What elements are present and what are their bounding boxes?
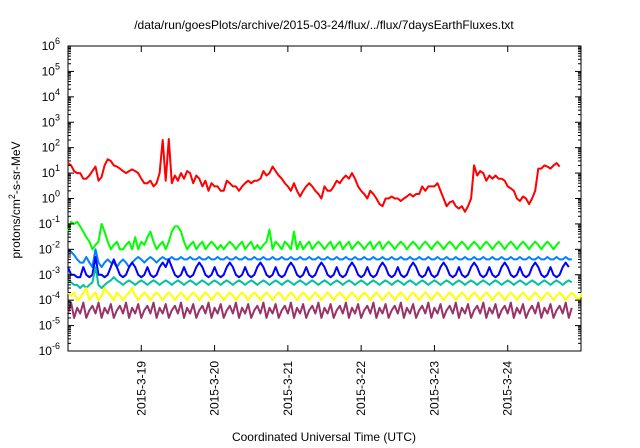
series-line-3 <box>67 248 572 269</box>
x-tick-label: 2015-3-21 <box>281 361 295 416</box>
y-tick-label: 104 <box>42 87 60 104</box>
series-line-6 <box>67 287 582 302</box>
y-tick-label: 100 <box>42 189 60 206</box>
x-axis-ticks: 2015-3-19 2015-3-20 2015-3-21 2015-3-22 2015… <box>134 46 515 416</box>
y-tick-label: 102 <box>42 138 60 155</box>
y-axis-ticks: 10-6 10-5 10-4 10-3 10-2 10-1 100 101 102 103 104 1… <box>39 36 581 358</box>
plot-area: 10-6 10-5 10-4 10-3 10-2 10-1 100 101 102 103 104 1… <box>39 36 582 416</box>
y-tick-label: 10-4 <box>39 290 60 307</box>
x-tick-label: 2015-3-22 <box>354 361 368 416</box>
series-line-2 <box>67 220 561 251</box>
series-line-7 <box>67 301 573 319</box>
y-axis-label: protons/cm2-s-sr-MeV <box>7 141 23 258</box>
y-tick-label: 103 <box>42 112 60 129</box>
y-tick-label: 101 <box>42 163 60 180</box>
series-line-5 <box>67 266 573 289</box>
y-tick-label: 10-1 <box>39 214 60 231</box>
y-axis-label-base: protons/cm <box>9 199 23 258</box>
series-line-4 <box>67 256 570 279</box>
y-tick-label: 10-6 <box>39 341 60 358</box>
x-tick-label: 2015-3-20 <box>208 361 222 416</box>
x-tick-label: 2015-3-24 <box>501 361 515 416</box>
x-tick-label: 2015-3-23 <box>427 361 441 416</box>
series-layer <box>67 138 582 319</box>
chart-title: /data/run/goesPlots/archive/2015-03-24/f… <box>134 18 514 32</box>
series-line-1 <box>67 138 561 213</box>
y-tick-label: 105 <box>42 61 60 78</box>
y-tick-label: 10-3 <box>39 265 60 282</box>
y-tick-label: 10-5 <box>39 316 60 333</box>
y-tick-label: 10-2 <box>39 239 60 256</box>
x-axis-label: Coordinated Universal Time (UTC) <box>232 430 416 444</box>
x-tick-label: 2015-3-19 <box>134 361 148 416</box>
y-axis-label-rest: -s-sr-MeV <box>9 141 23 194</box>
y-axis-label-sup: 2 <box>7 194 17 199</box>
y-tick-label: 106 <box>42 36 60 53</box>
